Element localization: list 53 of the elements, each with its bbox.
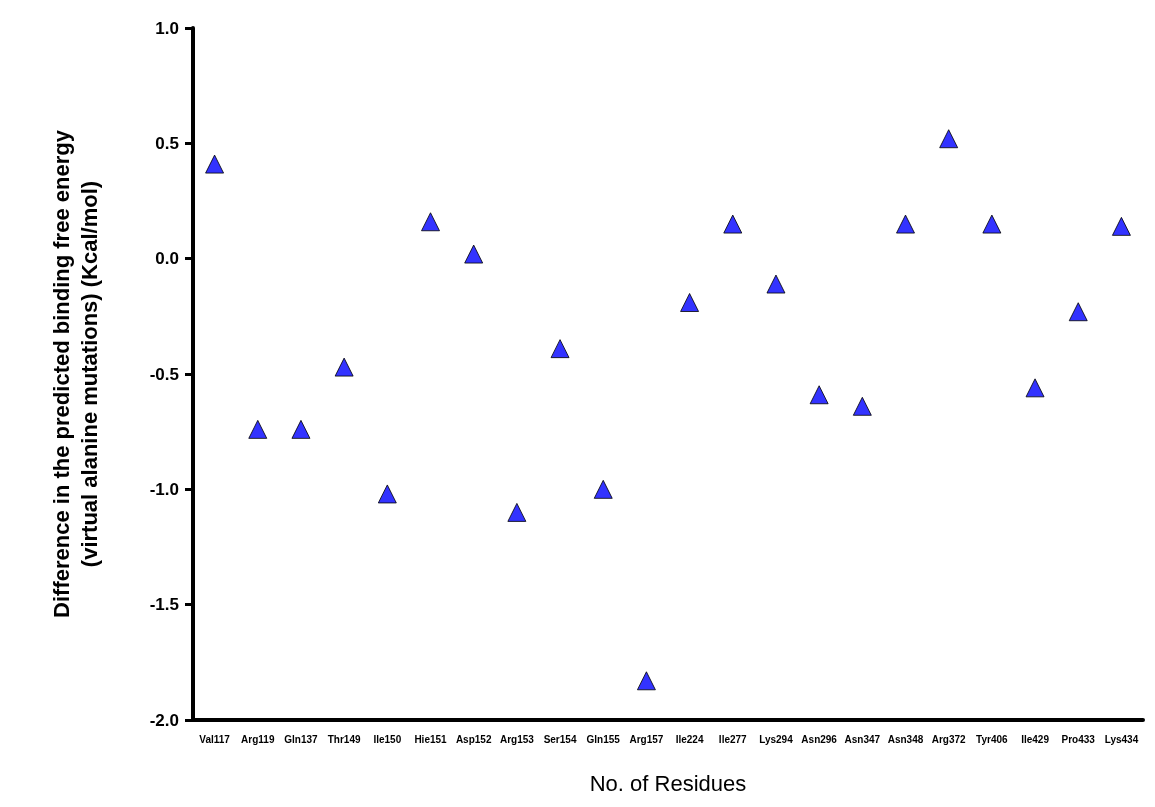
x-tick-label: Pro433 bbox=[1061, 733, 1096, 745]
point bbox=[377, 484, 397, 504]
point bbox=[464, 244, 484, 264]
y-axis-title: Difference in the predicted binding free energy (virtual alanine mutations) (Kcal/mol) bbox=[48, 129, 102, 618]
x-tick-label: Gln137 bbox=[284, 733, 319, 745]
x-tick-label: Arg153 bbox=[499, 733, 535, 745]
x-tick-label: Arg157 bbox=[629, 733, 664, 745]
x-tick-label: Ile429 bbox=[1021, 733, 1050, 745]
x-tick-label: Gln155 bbox=[586, 733, 621, 745]
point bbox=[982, 214, 1002, 234]
point bbox=[507, 502, 527, 522]
x-tick-label: Asn296 bbox=[801, 733, 838, 745]
point bbox=[291, 419, 311, 439]
y-tick-label: -1.0 bbox=[149, 479, 179, 499]
point bbox=[1025, 378, 1045, 398]
point bbox=[636, 671, 656, 691]
x-tick-label: Asn348 bbox=[887, 733, 924, 745]
x-tick-label: Lys294 bbox=[759, 733, 794, 745]
point bbox=[1111, 216, 1131, 236]
x-tick-label: Tyr406 bbox=[976, 733, 1009, 745]
x-tick-label: Ser154 bbox=[543, 733, 577, 745]
y-tick-label: -0.5 bbox=[149, 364, 179, 384]
x-tick-label: Thr149 bbox=[327, 733, 361, 745]
point bbox=[334, 357, 354, 377]
x-tick-label: Hie151 bbox=[414, 733, 448, 745]
point bbox=[248, 419, 268, 439]
point bbox=[723, 214, 743, 234]
point bbox=[809, 385, 829, 405]
point bbox=[1068, 302, 1088, 322]
x-tick-label: Arg119 bbox=[241, 733, 275, 745]
point bbox=[593, 479, 613, 499]
point bbox=[421, 212, 440, 232]
x-tick-label: Lys434 bbox=[1104, 733, 1139, 745]
point bbox=[939, 129, 959, 149]
point bbox=[766, 274, 786, 294]
point bbox=[896, 214, 915, 234]
x-tick-label: Arg372 bbox=[931, 733, 967, 745]
x-tick-label: Asp152 bbox=[455, 733, 492, 745]
y-tick-label: 0.5 bbox=[155, 133, 179, 153]
x-tick-label: Ile150 bbox=[373, 733, 402, 745]
x-axis-title: No. of Residues bbox=[589, 770, 747, 796]
y-tick-label: -2.0 bbox=[149, 710, 179, 730]
y-tick-label: 1.0 bbox=[155, 18, 179, 38]
point bbox=[680, 292, 700, 312]
x-tick-label: Ile277 bbox=[718, 733, 748, 745]
x-tick-label: Asn347 bbox=[844, 733, 881, 745]
y-tick-label: -1.5 bbox=[149, 595, 179, 615]
point bbox=[205, 154, 225, 174]
y-tick-label: 0.0 bbox=[155, 249, 179, 269]
x-tick-label: Val117 bbox=[199, 733, 231, 745]
point bbox=[852, 396, 872, 416]
x-tick-label: Ile224 bbox=[675, 733, 704, 745]
point bbox=[550, 339, 570, 359]
